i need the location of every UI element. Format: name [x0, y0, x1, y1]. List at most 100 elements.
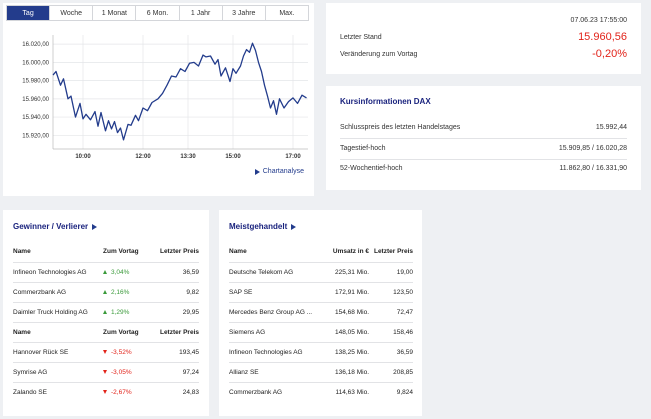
stock-name[interactable]: SAP SE [229, 281, 325, 302]
stock-name[interactable]: Daimler Truck Holding AG [13, 301, 103, 322]
table-row[interactable]: Commerzbank AG 2,16% 9,82 [13, 281, 199, 302]
col-price: Letzter Preis [155, 321, 199, 342]
change-label: Veränderung zum Vortag [340, 50, 418, 58]
stock-price: 158,46 [369, 321, 413, 342]
table-row[interactable]: Infineon Technologies AG 3,04% 36,59 [13, 261, 199, 282]
stock-name[interactable]: Infineon Technologies AG [13, 261, 103, 282]
change-row: Veränderung zum Vortag -0,20% [340, 48, 627, 60]
table-row[interactable]: Deutsche Telekom AG 225,31 Mio. 19,00 [229, 261, 413, 282]
tab-1-monat[interactable]: 1 Monat [93, 6, 137, 20]
winners-losers-title-link[interactable]: Gewinner / Verlierer [13, 222, 98, 231]
stock-price: 36,59 [155, 261, 199, 282]
y-tick-label: 15.940,00 [22, 115, 49, 121]
info-title: Kursinformationen DAX [340, 97, 431, 106]
play-arrow-icon [92, 223, 98, 230]
last-price-label: Letzter Stand [340, 33, 382, 41]
stock-price: 24,83 [155, 381, 199, 402]
table-header: Name Zum Vortag Letzter Preis [13, 321, 199, 342]
chart-panel: Tag Woche 1 Monat 6 Mon. 1 Jahr 3 Jahre … [3, 3, 314, 196]
stock-change: 1,29% [111, 308, 130, 316]
info-label: Schlusspreis des letzten Handelstages [340, 124, 461, 131]
timeframe-tabs: Tag Woche 1 Monat 6 Mon. 1 Jahr 3 Jahre … [6, 5, 309, 21]
price-series-line [52, 42, 307, 141]
x-tick-label: 10:00 [75, 154, 91, 160]
stock-name[interactable]: Siemens AG [229, 321, 325, 342]
table-row[interactable]: Symrise AG -3,05% 97,24 [13, 361, 199, 382]
last-price-value: 15.960,56 [578, 31, 627, 43]
table-row[interactable]: Infineon Technologies AG 138,25 Mio. 36,… [229, 341, 413, 362]
table-row[interactable]: SAP SE 172,91 Mio. 123,50 [229, 281, 413, 302]
table-header: Name Umsatz in € Letzter Preis [229, 242, 413, 262]
play-arrow-icon [254, 168, 260, 175]
chartanalyse-label: Chartanalyse [262, 168, 304, 175]
y-tick-label: 16.020,00 [22, 42, 49, 48]
info-row-schlusspreis: Schlusspreis des letzten Handelstages 15… [340, 124, 627, 139]
table-header: Name Zum Vortag Letzter Preis [13, 242, 199, 262]
tab-6-mon[interactable]: 6 Mon. [136, 6, 180, 20]
table-row[interactable]: Daimler Truck Holding AG 1,29% 29,95 [13, 301, 199, 322]
most-traded-table: Name Umsatz in € Letzter Preis Deutsche … [229, 242, 413, 402]
stock-price: 208,85 [369, 361, 413, 382]
col-price: Letzter Preis [373, 248, 413, 256]
col-price: Letzter Preis [159, 248, 199, 256]
col-change: Zum Vortag [103, 321, 155, 342]
col-name: Name [229, 248, 247, 256]
col-volume: Umsatz in € [332, 248, 369, 256]
stock-price: 193,45 [155, 341, 199, 362]
stock-volume: 138,25 Mio. [325, 341, 369, 362]
play-arrow-icon [291, 223, 297, 230]
tab-tag[interactable]: Tag [7, 6, 51, 20]
arrow-up-icon [103, 309, 107, 314]
stock-price: 97,24 [155, 361, 199, 382]
most-traded-panel: Meistgehandelt Name Umsatz in € Letzter … [219, 210, 422, 416]
price-chart[interactable]: 16.020,00 16.000,00 15.980,00 15.960,00 15.9… [3, 29, 314, 164]
col-name: Name [13, 321, 103, 342]
table-row[interactable]: Allianz SE 136,18 Mio. 208,85 [229, 361, 413, 382]
stock-volume: 136,18 Mio. [325, 361, 369, 382]
stock-name[interactable]: Hannover Rück SE [13, 341, 103, 362]
chartanalyse-link[interactable]: Chartanalyse [254, 168, 304, 175]
info-label: Tagestief-hoch [340, 145, 386, 152]
info-value: 11.862,80 / 16.331,90 [559, 165, 627, 172]
stock-change: -2,67% [111, 388, 132, 396]
info-row-52-wochen: 52-Wochentief-hoch 11.862,80 / 16.331,90 [340, 165, 627, 179]
info-row-tagestief: Tagestief-hoch 15.909,85 / 16.020,28 [340, 145, 627, 160]
table-row[interactable]: Zalando SE -2,67% 24,83 [13, 381, 199, 402]
stock-price: 9,82 [155, 281, 199, 302]
x-tick-label: 17:00 [285, 154, 301, 160]
stock-price: 36,59 [369, 341, 413, 362]
most-traded-title: Meistgehandelt [229, 222, 288, 231]
tab-3-jahre[interactable]: 3 Jahre [223, 6, 266, 20]
stock-volume: 172,91 Mio. [325, 281, 369, 302]
tab-woche[interactable]: Woche [50, 6, 94, 20]
stock-name[interactable]: Deutsche Telekom AG [229, 261, 325, 282]
winners-losers-title: Gewinner / Verlierer [13, 222, 89, 231]
stock-price: 29,95 [155, 301, 199, 322]
table-row[interactable]: Mercedes Benz Group AG ... 154,68 Mio. 7… [229, 301, 413, 322]
arrow-up-icon [103, 289, 107, 294]
stock-name[interactable]: Commerzbank AG [229, 381, 325, 402]
tab-1-jahr[interactable]: 1 Jahr [180, 6, 223, 20]
stock-change: -3,05% [111, 368, 132, 376]
stock-name[interactable]: Allianz SE [229, 361, 325, 382]
table-row[interactable]: Commerzbank AG 114,63 Mio. 9,824 [229, 381, 413, 402]
stock-name[interactable]: Infineon Technologies AG [229, 341, 325, 362]
info-value: 15.992,44 [595, 124, 627, 131]
arrow-down-icon [103, 389, 107, 394]
info-panel: Kursinformationen DAX Schlusspreis des l… [326, 86, 641, 190]
stock-price: 19,00 [369, 261, 413, 282]
stock-price: 123,50 [369, 281, 413, 302]
arrow-down-icon [103, 369, 107, 374]
summary-panel: 07.06.23 17:55:00 Letzter Stand 15.960,5… [326, 3, 641, 74]
table-row[interactable]: Hannover Rück SE -3,52% 193,45 [13, 341, 199, 362]
winners-losers-table: Name Zum Vortag Letzter Preis Infineon T… [13, 242, 199, 402]
stock-name[interactable]: Commerzbank AG [13, 281, 103, 302]
x-tick-label: 15:00 [225, 154, 241, 160]
x-tick-label: 13:30 [180, 154, 196, 160]
stock-name[interactable]: Symrise AG [13, 361, 103, 382]
table-row[interactable]: Siemens AG 148,05 Mio. 158,46 [229, 321, 413, 342]
most-traded-title-link[interactable]: Meistgehandelt [229, 222, 297, 231]
stock-name[interactable]: Mercedes Benz Group AG ... [229, 301, 325, 322]
stock-name[interactable]: Zalando SE [13, 381, 103, 402]
tab-max[interactable]: Max. [279, 9, 295, 17]
